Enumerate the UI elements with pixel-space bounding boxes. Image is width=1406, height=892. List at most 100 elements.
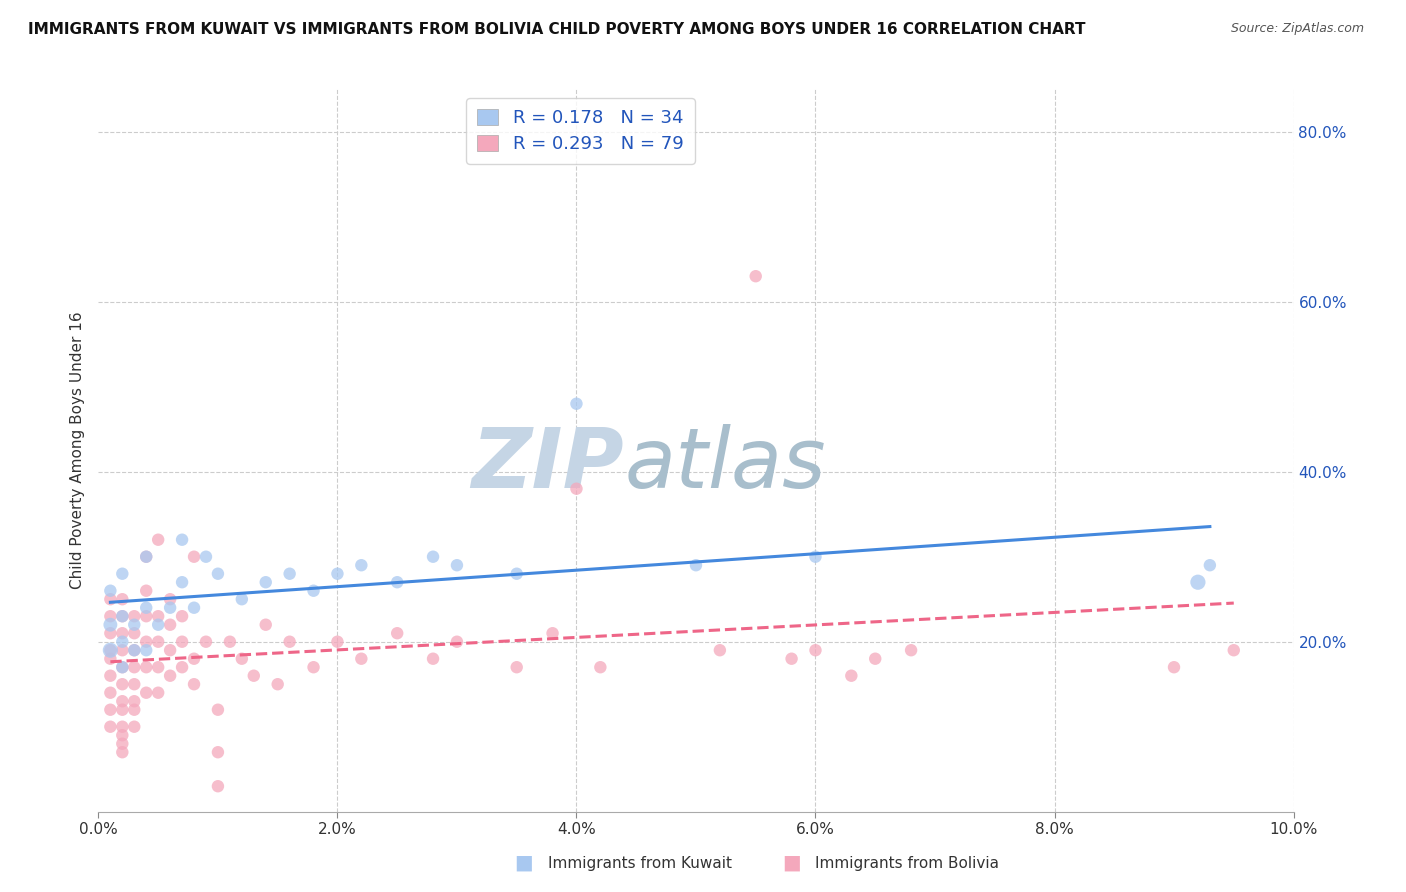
- Text: #c8d8e8: #c8d8e8: [696, 464, 702, 465]
- Point: [1199, 558, 1222, 573]
- Point: [111, 703, 134, 717]
- Point: [111, 694, 134, 708]
- Point: [865, 651, 887, 665]
- Point: [422, 549, 444, 564]
- Point: [804, 643, 827, 657]
- Point: [589, 660, 612, 674]
- Point: [98, 609, 122, 624]
- Y-axis label: Child Poverty Among Boys Under 16: Child Poverty Among Boys Under 16: [69, 311, 84, 590]
- Point: [111, 609, 134, 624]
- Point: [135, 609, 157, 624]
- Point: [302, 583, 325, 598]
- Point: [159, 643, 181, 657]
- Point: [98, 626, 122, 640]
- Point: [243, 669, 266, 683]
- Point: [195, 634, 218, 648]
- Point: [135, 686, 157, 700]
- Point: [124, 643, 146, 657]
- Point: [350, 558, 373, 573]
- Point: [159, 617, 181, 632]
- Text: ▪: ▪: [780, 849, 801, 878]
- Point: [124, 703, 146, 717]
- Point: [183, 549, 205, 564]
- Point: [422, 651, 444, 665]
- Point: [780, 651, 803, 665]
- Point: [267, 677, 290, 691]
- Point: [302, 660, 325, 674]
- Point: [565, 482, 588, 496]
- Point: [1223, 643, 1246, 657]
- Point: [124, 626, 146, 640]
- Point: [111, 728, 134, 742]
- Point: [385, 575, 409, 590]
- Point: [278, 634, 301, 648]
- Point: [111, 660, 134, 674]
- Point: [111, 626, 134, 640]
- Text: Immigrants from Bolivia: Immigrants from Bolivia: [815, 856, 1000, 871]
- Point: [135, 643, 157, 657]
- Point: [385, 626, 409, 640]
- Point: [709, 643, 731, 657]
- Point: [124, 660, 146, 674]
- Point: [98, 583, 122, 598]
- Point: [124, 617, 146, 632]
- Point: [506, 566, 529, 581]
- Text: IMMIGRANTS FROM KUWAIT VS IMMIGRANTS FROM BOLIVIA CHILD POVERTY AMONG BOYS UNDER: IMMIGRANTS FROM KUWAIT VS IMMIGRANTS FRO…: [28, 22, 1085, 37]
- Point: [98, 617, 122, 632]
- Point: [1163, 660, 1185, 674]
- Point: [98, 703, 122, 717]
- Point: [111, 592, 134, 607]
- Point: [900, 643, 922, 657]
- Point: [541, 626, 564, 640]
- Point: [172, 533, 194, 547]
- Point: [172, 634, 194, 648]
- Point: [1187, 575, 1209, 590]
- Point: [135, 549, 157, 564]
- Point: [841, 669, 863, 683]
- Point: [745, 269, 768, 284]
- Point: [159, 669, 181, 683]
- Point: [98, 592, 122, 607]
- Point: [124, 643, 146, 657]
- Point: [326, 634, 349, 648]
- Text: atlas: atlas: [624, 425, 825, 506]
- Point: [111, 745, 134, 759]
- Point: [159, 592, 181, 607]
- Point: [804, 549, 827, 564]
- Point: [172, 575, 194, 590]
- Point: [148, 533, 170, 547]
- Point: [148, 609, 170, 624]
- Point: [111, 677, 134, 691]
- Point: [98, 720, 122, 734]
- Text: Source: ZipAtlas.com: Source: ZipAtlas.com: [1230, 22, 1364, 36]
- Point: [111, 609, 134, 624]
- Point: [98, 651, 122, 665]
- Point: [148, 686, 170, 700]
- Point: [111, 720, 134, 734]
- Point: [124, 694, 146, 708]
- Point: [172, 609, 194, 624]
- Point: [124, 720, 146, 734]
- Point: [254, 575, 277, 590]
- Point: [159, 600, 181, 615]
- Point: [183, 677, 205, 691]
- Point: [135, 634, 157, 648]
- Point: [207, 566, 229, 581]
- Point: [111, 566, 134, 581]
- Point: [111, 737, 134, 751]
- Point: [278, 566, 301, 581]
- Legend: R = 0.178   N = 34, R = 0.293   N = 79: R = 0.178 N = 34, R = 0.293 N = 79: [465, 98, 695, 163]
- Point: [685, 558, 707, 573]
- Point: [135, 660, 157, 674]
- Point: [350, 651, 373, 665]
- Point: [111, 660, 134, 674]
- Point: [111, 643, 134, 657]
- Point: [254, 617, 277, 632]
- Point: [148, 660, 170, 674]
- Point: [183, 651, 205, 665]
- Point: [231, 651, 253, 665]
- Point: [183, 600, 205, 615]
- Point: [98, 643, 122, 657]
- Point: [98, 686, 122, 700]
- Point: [446, 558, 468, 573]
